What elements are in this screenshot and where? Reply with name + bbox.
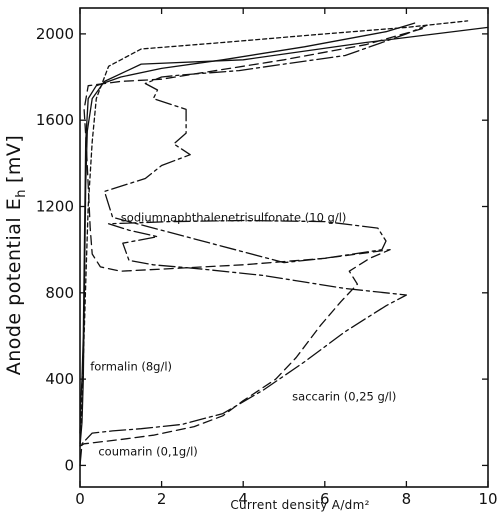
y-tick-label: 0 [64, 456, 74, 474]
y-axis-ticks: 0 400 800 1200 1600 2000 [36, 25, 488, 474]
series-line-2 [79, 26, 428, 447]
y-axis-title-unit: [mV] [3, 135, 25, 183]
series-annotation: coumarin (0,1g/l) [98, 445, 197, 459]
plot-frame [79, 7, 489, 488]
y-tick-label: 800 [45, 284, 74, 302]
series-line-1 [79, 24, 428, 467]
x-tick-label: 6 [320, 490, 330, 508]
x-tick-label: 2 [157, 490, 167, 508]
x-tick-label: 10 [478, 490, 497, 508]
series-line-5 [79, 20, 469, 445]
y-tick-label: 1600 [36, 111, 74, 129]
series-annotation: formalin (8g/l) [90, 359, 172, 373]
plot-border [79, 7, 489, 488]
annotations: sodiumnaphthalenetrisulfonate (10 g/l) fo… [90, 211, 396, 459]
series-line-4 [79, 26, 489, 447]
series-group [79, 20, 489, 467]
x-tick-label: 8 [402, 490, 412, 508]
y-tick-label: 1200 [36, 198, 74, 216]
y-tick-label: 400 [45, 370, 74, 388]
series-annotation: sodiumnaphthalenetrisulfonate (10 g/l) [121, 211, 347, 225]
x-tick-label: 0 [75, 490, 85, 508]
series-annotation: saccarin (0,25 g/l) [292, 390, 396, 404]
y-axis-title-main: Anode potential E [3, 198, 25, 376]
y-axis-title: Anode potential Eh [mV] [3, 135, 29, 376]
x-axis-ticks: 0 2 4 6 8 10 [75, 8, 498, 508]
x-tick-label: 4 [238, 490, 248, 508]
y-axis-title-subscript: h [14, 189, 29, 198]
y-tick-label: 2000 [36, 25, 74, 43]
x-axis-title: Current density A/dm² [230, 498, 369, 512]
series-line-3 [79, 22, 416, 434]
